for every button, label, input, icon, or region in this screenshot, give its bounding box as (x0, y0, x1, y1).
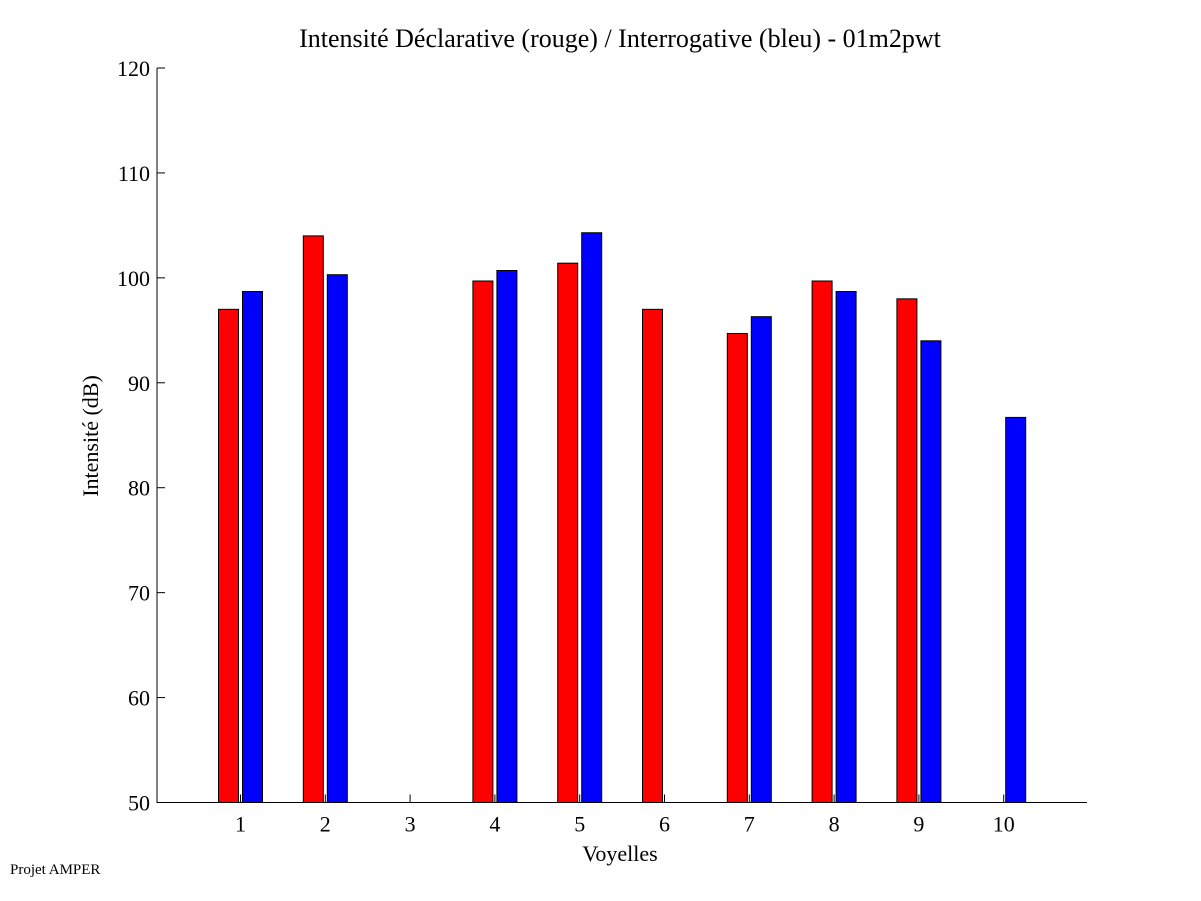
x-axis-label: Voyelles (582, 841, 657, 866)
x-tick-label: 8 (829, 812, 840, 837)
x-tick-label: 10 (993, 812, 1015, 837)
x-tick-label: 5 (574, 812, 585, 837)
interrogative-bar-10 (1005, 416, 1027, 803)
y-tick-label: 110 (118, 161, 150, 186)
interrogative-bar-8 (835, 290, 857, 803)
chart-title: Intensité Déclarative (rouge) / Interrog… (299, 24, 942, 53)
y-tick-label: 70 (128, 581, 150, 606)
y-ticks-group: 50 60 70 80 90 100 110 120 (117, 56, 165, 816)
bars-group (218, 232, 1027, 804)
interrogative-bar-2 (326, 274, 348, 803)
interrogative-bar-7 (750, 316, 772, 803)
x-ticks-group: 1 2 3 4 5 6 7 8 9 10 (235, 794, 1015, 837)
declarative-bar-9 (896, 298, 918, 803)
x-tick-label: 3 (405, 812, 416, 837)
y-tick-label: 120 (117, 56, 150, 81)
y-tick-label: 50 (128, 791, 150, 816)
y-tick-label: 80 (128, 476, 150, 501)
x-tick-label: 9 (913, 812, 924, 837)
y-tick-label: 60 (128, 686, 150, 711)
y-tick-label: 90 (128, 371, 150, 396)
declarative-bar-7 (726, 332, 748, 803)
declarative-bar-1 (218, 308, 239, 803)
interrogative-bar-5 (581, 232, 603, 803)
declarative-bar-2 (302, 235, 324, 803)
x-tick-label: 4 (489, 812, 500, 837)
declarative-bar-6 (642, 308, 663, 803)
declarative-bar-4 (472, 280, 494, 803)
y-tick-label: 100 (117, 266, 150, 291)
footer-credit: Projet AMPER (10, 862, 101, 878)
declarative-bar-5 (557, 262, 579, 804)
interrogative-bar-9 (920, 340, 942, 803)
interrogative-bar-4 (496, 270, 518, 803)
x-tick-label: 7 (744, 812, 755, 837)
x-tick-label: 2 (320, 812, 331, 837)
y-axis-label: Intensité (dB) (78, 375, 103, 497)
x-tick-label: 6 (659, 812, 670, 837)
interrogative-bar-1 (242, 290, 263, 803)
x-tick-label: 1 (235, 812, 246, 837)
declarative-bar-8 (811, 280, 833, 803)
